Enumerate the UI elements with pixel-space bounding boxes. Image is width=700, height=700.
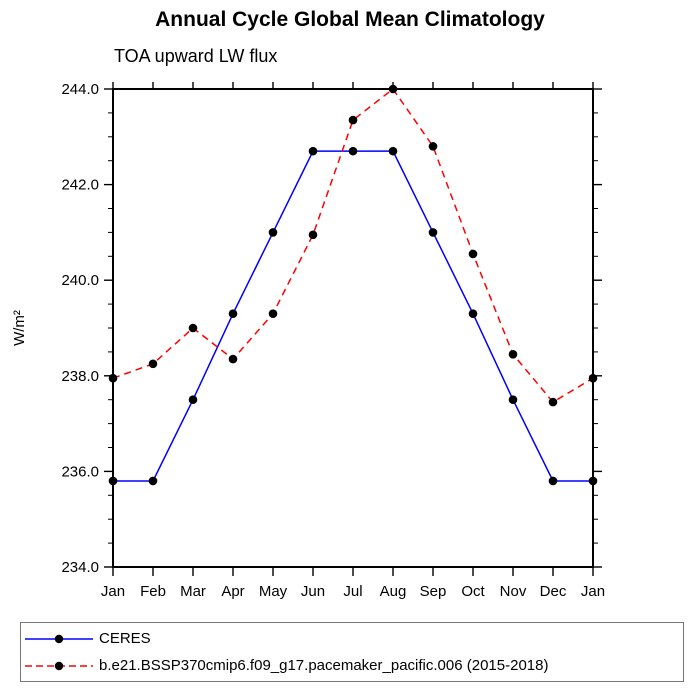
svg-text:240.0: 240.0 <box>61 272 99 289</box>
data-point <box>428 142 438 151</box>
data-point <box>308 230 318 240</box>
svg-text:Sep: Sep <box>420 583 447 600</box>
svg-text:234.0: 234.0 <box>61 559 99 576</box>
data-point <box>468 249 478 259</box>
data-point <box>108 476 118 486</box>
series-lines <box>108 84 598 486</box>
svg-text:Jan: Jan <box>581 583 605 600</box>
series-model <box>108 84 598 407</box>
svg-text:Feb: Feb <box>140 583 166 600</box>
y-axis-label: W/m² <box>11 310 28 346</box>
svg-text:244.0: 244.0 <box>61 81 99 98</box>
data-point <box>508 349 518 359</box>
data-point <box>548 397 558 407</box>
chart-title: Annual Cycle Global Mean Climatology <box>155 8 545 31</box>
data-point <box>588 373 598 383</box>
legend-item-model: b.e21.BSSP370cmip6.f09_g17.pacemaker_pac… <box>24 653 683 679</box>
data-point <box>348 146 358 156</box>
data-point <box>388 146 398 156</box>
svg-text:Nov: Nov <box>500 583 527 600</box>
data-point <box>588 476 598 486</box>
data-point <box>188 395 198 405</box>
plot-area: 234.0 236.0 238.0 240.0 242.0 244.0 Jan Feb Mar A… <box>11 81 605 600</box>
legend: CERES b.e21.BSSP370cmip6.f09_g17.pacemak… <box>20 622 684 682</box>
svg-text:Aug: Aug <box>380 583 407 600</box>
svg-text:Apr: Apr <box>221 583 244 600</box>
svg-text:Jul: Jul <box>343 583 362 600</box>
svg-text:Jan: Jan <box>101 583 125 600</box>
data-point <box>468 309 478 318</box>
axes <box>112 88 594 568</box>
tick-labels: 234.0 236.0 238.0 240.0 242.0 244.0 Jan Feb Mar A… <box>61 81 605 600</box>
data-point <box>108 373 118 383</box>
svg-text:236.0: 236.0 <box>61 463 99 480</box>
data-point <box>308 146 318 156</box>
svg-text:Mar: Mar <box>180 583 206 600</box>
data-point <box>228 354 238 364</box>
data-point <box>188 323 198 333</box>
series-ceres <box>108 146 598 486</box>
legend-label-model: b.e21.BSSP370cmip6.f09_g17.pacemaker_pac… <box>99 657 549 674</box>
data-point <box>148 476 158 486</box>
data-point <box>148 359 158 369</box>
data-point <box>388 84 398 94</box>
svg-text:238.0: 238.0 <box>61 368 99 385</box>
svg-text:Jun: Jun <box>301 583 325 600</box>
svg-text:Dec: Dec <box>540 583 567 600</box>
data-point <box>428 228 438 237</box>
data-point <box>268 309 278 318</box>
svg-text:242.0: 242.0 <box>61 177 99 194</box>
svg-text:May: May <box>259 583 288 600</box>
tick-marks <box>104 82 602 576</box>
data-point <box>228 309 238 318</box>
data-point <box>548 476 558 486</box>
legend-label-ceres: CERES <box>99 630 151 647</box>
data-point <box>508 395 518 405</box>
chart-subtitle: TOA upward LW flux <box>114 46 278 66</box>
data-point <box>268 228 278 237</box>
svg-text:Oct: Oct <box>461 583 485 600</box>
legend-item-ceres: CERES <box>24 626 683 652</box>
ceres-line-sample-icon <box>25 634 93 643</box>
model-line-sample-icon <box>25 661 93 670</box>
data-point <box>348 115 358 125</box>
